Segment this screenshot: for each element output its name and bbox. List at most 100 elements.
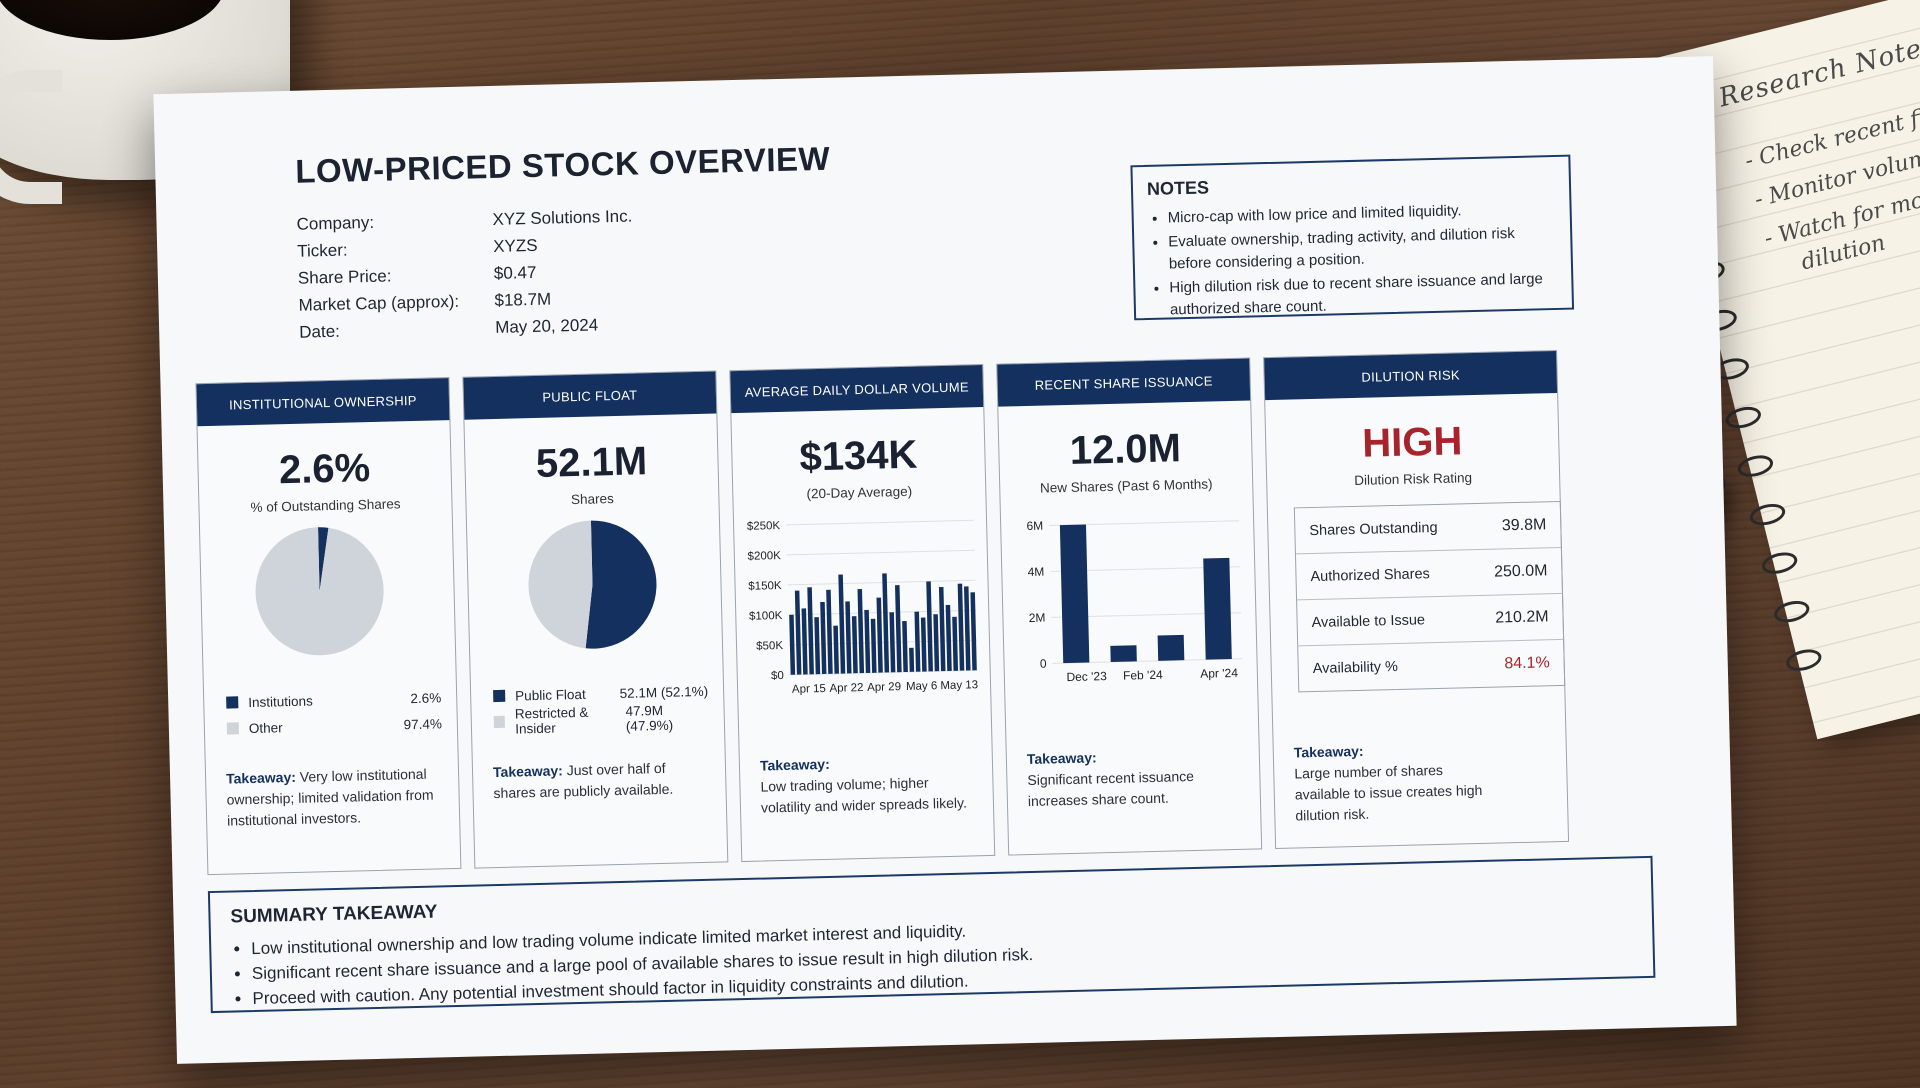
legend-swatch: [493, 689, 506, 703]
gridline: [1049, 520, 1240, 526]
bar: [938, 587, 946, 672]
pie-slice-institutions: [318, 527, 329, 592]
legend-entry: Restricted & Insider 47.9M (47.9%): [493, 702, 710, 737]
page-title: LOW-PRICED STOCK OVERVIEW: [294, 139, 831, 190]
legend-label: Other: [248, 719, 283, 736]
stat-value: 250.0M: [1493, 561, 1548, 581]
y-tick-label: 6M: [1026, 519, 1043, 533]
metric-caption: Dilution Risk Rating: [1354, 470, 1473, 488]
stat-row: Shares Outstanding 39.8M: [1294, 501, 1561, 555]
card-header: AVERAGE DAILY DOLLAR VOLUME: [730, 365, 984, 414]
legend-swatch: [226, 696, 239, 709]
x-tick-label: May 6: [906, 680, 938, 693]
mug-handle: [0, 70, 62, 204]
bar: [814, 617, 821, 675]
risk-rating-value: HIGH: [1361, 419, 1463, 466]
takeaway: Takeaway: Significant recent issuance inc…: [1027, 744, 1243, 812]
takeaway: Takeaway: Very low institutional ownersh…: [226, 763, 442, 831]
bar: [857, 589, 865, 674]
bar: [1110, 645, 1137, 662]
legend-value: 47.9M (47.9%): [625, 702, 674, 734]
takeaway-text: Significant recent issuance increases sh…: [1027, 767, 1195, 810]
pie-slice-other: [255, 527, 384, 656]
dilution-stats-table: Shares Outstanding 39.8M Authorized Share…: [1293, 500, 1566, 693]
takeaway: Takeaway: Large number of shares availabl…: [1294, 738, 1496, 827]
pie-slice-public-float: [585, 520, 657, 649]
bar: [807, 587, 814, 675]
bar: [794, 590, 802, 675]
bar: [926, 581, 933, 672]
takeaway: Takeaway: Just over half of shares are p…: [493, 757, 709, 804]
y-tick-label: $50K: [756, 640, 783, 653]
bar: [914, 611, 921, 672]
y-tick-label: $150K: [748, 580, 782, 593]
bar: [902, 620, 908, 673]
notes-title: NOTES: [1146, 177, 1210, 199]
card-header: PUBLIC FLOAT: [463, 371, 717, 420]
takeaway: Takeaway: Low trading volume; higher vola…: [760, 750, 976, 818]
x-tick-label: Feb '24: [1123, 668, 1163, 683]
notebook-title: Research Notes: [1715, 30, 1920, 114]
bar: [1157, 634, 1185, 661]
gridline: [787, 579, 976, 586]
stat-label: Shares Outstanding: [1309, 519, 1438, 539]
info-label: Date:: [299, 321, 341, 342]
stat-value: 210.2M: [1494, 607, 1549, 627]
bar: [963, 586, 971, 671]
y-tick-label: 0: [1040, 657, 1047, 671]
notes-list: Micro-cap with low price and limited liq…: [1147, 198, 1558, 322]
metric-value: 52.1M: [535, 439, 648, 486]
takeaway-label: Takeaway:: [492, 762, 564, 781]
card-public-float: PUBLIC FLOAT 52.1M Shares Public Float 52…: [462, 370, 729, 869]
stat-label: Authorized Shares: [1310, 565, 1430, 585]
x-tick-label: Apr 29: [867, 681, 901, 694]
legend-swatch: [226, 722, 240, 735]
bar: [1203, 557, 1232, 660]
stat-value: 84.1%: [1504, 653, 1550, 672]
gridline: [786, 549, 975, 556]
legend-value: 52.1M (52.1%): [619, 683, 709, 701]
y-tick-label: $250K: [747, 520, 781, 533]
volume-bar-chart: $0 $50K $100K $150K $200K $250K Apr 15 Apr 22 Ap…: [747, 519, 978, 696]
gridline: [786, 519, 975, 526]
bar: [838, 574, 846, 674]
y-tick-label: 4M: [1027, 565, 1044, 579]
notes-box: NOTES Micro-cap with low price and limit…: [1130, 154, 1575, 322]
bar: [833, 625, 840, 674]
card-header: DILUTION RISK: [1264, 351, 1558, 401]
legend-swatch: [493, 715, 506, 729]
gridline: [788, 609, 977, 616]
info-value: XYZS: [492, 235, 538, 256]
takeaway-text: Large number of shares available to issu…: [1294, 761, 1483, 824]
card-institutional-ownership: INSTITUTIONAL OWNERSHIP 2.6% % of Outsta…: [195, 377, 462, 876]
bar: [895, 585, 902, 673]
bar: [882, 573, 890, 673]
y-tick-label: $100K: [749, 610, 783, 623]
legend-entry: Other 97.4%: [226, 710, 443, 741]
company-info: Company: XYZ Solutions Inc. Ticker: XYZS S…: [296, 203, 635, 346]
legend-value: 2.6%: [410, 689, 442, 706]
info-value: May 20, 2024: [494, 315, 599, 337]
info-value: $0.47: [493, 262, 537, 283]
bar: [1059, 524, 1090, 664]
stat-row: Available to Issue 210.2M: [1297, 593, 1564, 647]
bar: [845, 601, 852, 674]
chart-legend: Institutions 2.6% Other 97.4%: [226, 684, 442, 741]
bar: [870, 618, 877, 673]
stat-row: Authorized Shares 250.0M: [1295, 547, 1563, 601]
gridline: [789, 669, 978, 676]
card-header: INSTITUTIONAL OWNERSHIP: [196, 378, 450, 427]
stat-row: Availability % 84.1%: [1298, 640, 1564, 691]
metric-caption: (20-Day Average): [806, 483, 913, 502]
metric-caption: New Shares (Past 6 Months): [1039, 476, 1213, 496]
notes-item: High dilution risk due to recent share i…: [1169, 268, 1558, 321]
x-tick-label: May 13: [940, 679, 978, 692]
bar: [909, 647, 915, 672]
takeaway-text: Low trading volume; higher volatility an…: [760, 774, 968, 816]
y-tick-label: 2M: [1029, 611, 1046, 625]
legend-label: Public Float: [515, 686, 586, 704]
bar: [957, 583, 965, 671]
card-header: RECENT SHARE ISSUANCE: [997, 358, 1251, 407]
y-tick-label: $0: [771, 670, 784, 682]
legend-label: Institutions: [248, 692, 313, 710]
